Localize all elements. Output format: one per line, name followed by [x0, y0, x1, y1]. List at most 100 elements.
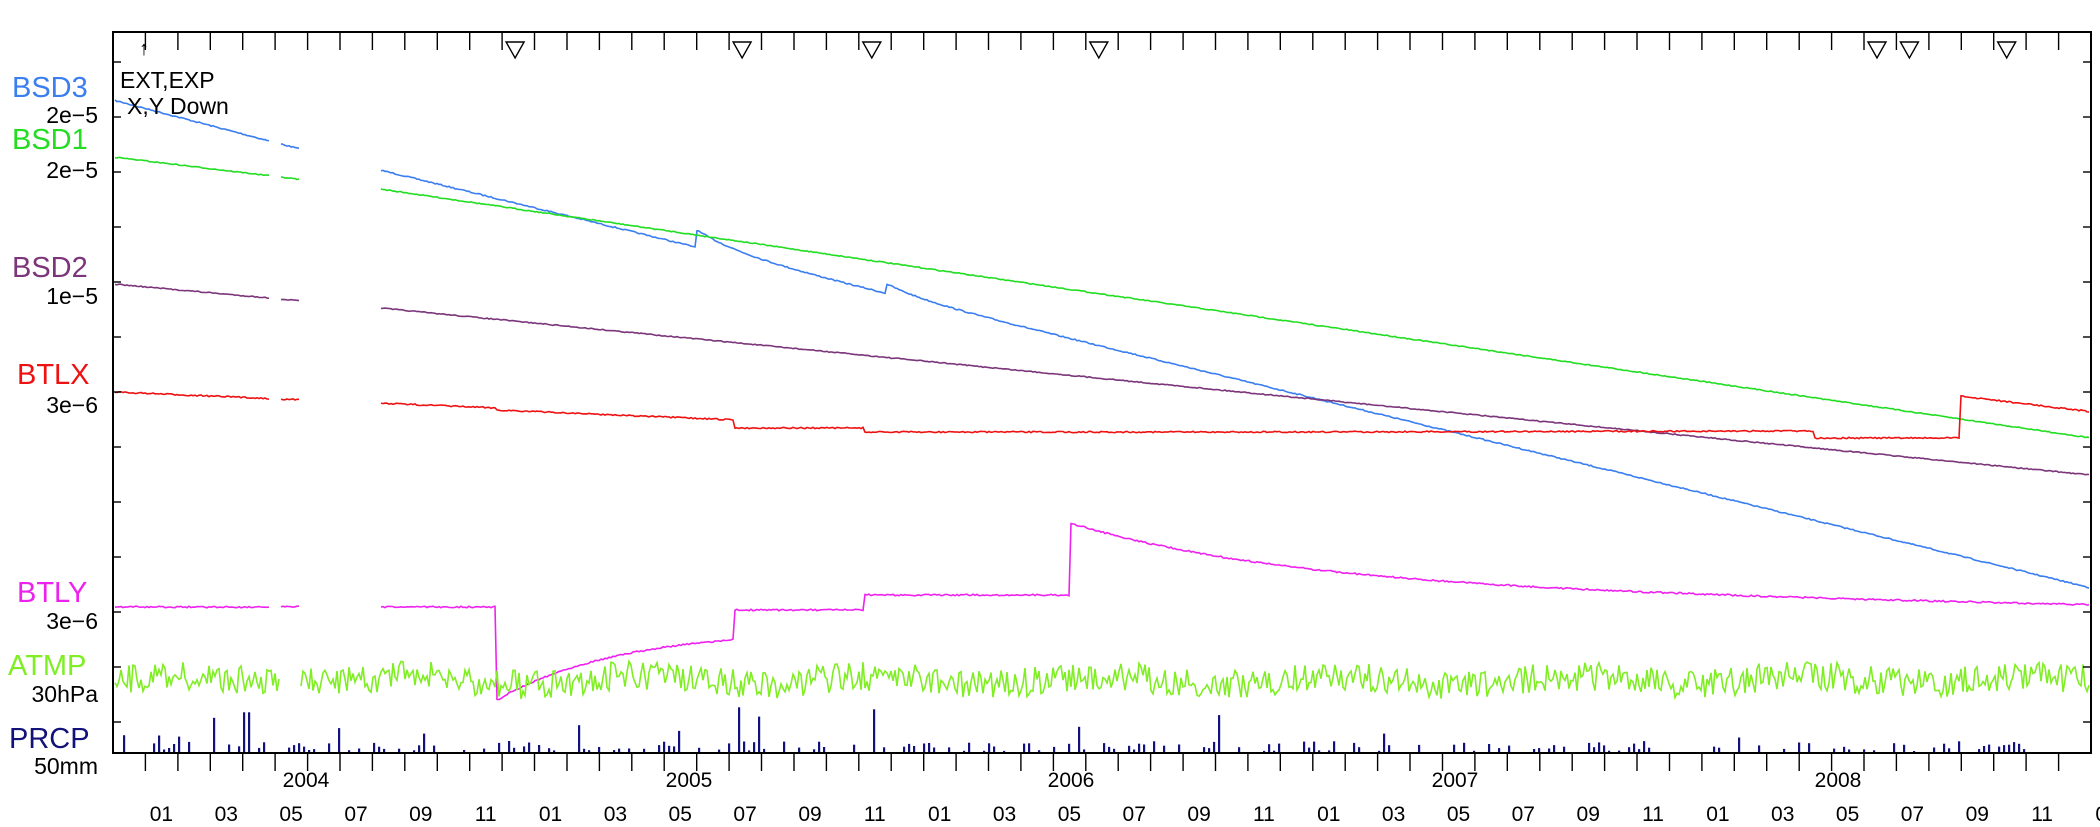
prcp-bar	[263, 742, 266, 753]
prcp-bar	[418, 745, 421, 753]
prcp-bar	[383, 748, 386, 753]
prcp-bar	[1848, 749, 1851, 753]
prcp-bar	[1948, 748, 1951, 753]
month-label: 05	[1836, 803, 1859, 826]
prcp-bar	[663, 741, 666, 753]
prcp-bar	[548, 748, 551, 753]
prcp-bar	[168, 748, 171, 753]
month-label: 07	[1123, 803, 1146, 826]
series-label-btlx: BTLX	[17, 359, 90, 391]
prcp-bar	[483, 748, 486, 753]
prcp-bar	[1278, 743, 1281, 753]
scale-label-btly: 3e−6	[46, 608, 98, 634]
month-label: 09	[798, 803, 821, 826]
prcp-bar	[963, 750, 966, 753]
prcp-bar	[1553, 745, 1556, 753]
series-line-atmp	[114, 659, 2090, 701]
prcp-bar	[673, 746, 676, 753]
prcp-bar	[2013, 742, 2016, 753]
prcp-bar	[463, 750, 466, 753]
prcp-bar	[1873, 750, 1876, 753]
prcp-bar	[513, 747, 516, 753]
prcp-bar	[1068, 743, 1071, 753]
scale-label-prcp: 50mm	[34, 753, 98, 779]
prcp-bar	[1103, 743, 1106, 753]
prcp-bar	[1933, 747, 1936, 753]
prcp-bar	[923, 743, 926, 753]
prcp-bar	[1133, 749, 1136, 753]
prcp-bar	[1608, 750, 1611, 753]
prcp-bar	[1388, 745, 1391, 753]
month-label: 11	[1642, 803, 1664, 826]
month-label: 01	[150, 803, 173, 826]
month-label: 11	[475, 803, 497, 826]
year-label-2004: 2004	[283, 769, 330, 792]
prcp-bar	[718, 749, 721, 753]
prcp-bar	[908, 743, 911, 753]
event-marker	[861, 41, 882, 60]
prcp-bar	[293, 745, 296, 753]
prcp-bar	[1218, 715, 1221, 753]
prcp-bar	[643, 748, 646, 753]
prcp-bar	[1418, 744, 1421, 753]
prcp-bar	[1038, 750, 1041, 753]
annotation-line1: EXT,EXP	[120, 67, 215, 93]
prcp-bar	[1588, 742, 1591, 753]
prcp-bar	[1083, 749, 1086, 753]
prcp-bar	[598, 747, 601, 753]
prcp-bar	[1308, 747, 1311, 753]
prcp-bar	[928, 743, 931, 753]
prcp-bar	[948, 747, 951, 753]
prcp-bar	[1538, 748, 1541, 753]
prcp-bar	[2018, 743, 2021, 753]
prcp-bar	[658, 745, 661, 753]
prcp-bar	[2003, 745, 2006, 753]
prcp-bar	[1213, 741, 1216, 753]
prcp-bars	[123, 707, 2026, 753]
month-label: 05	[669, 803, 692, 826]
month-label: 03	[993, 803, 1016, 826]
prcp-bar	[933, 747, 936, 753]
prcp-bar	[1203, 747, 1206, 753]
prcp-bar	[1303, 741, 1306, 753]
prcp-bar	[1863, 749, 1866, 753]
prcp-bar	[1268, 744, 1271, 753]
prcp-bar	[243, 712, 246, 753]
prcp-bar	[758, 716, 761, 753]
prcp-bar	[813, 749, 816, 753]
prcp-bar	[1318, 750, 1321, 753]
prcp-bar	[1378, 750, 1381, 753]
year-label-2007: 2007	[1432, 769, 1479, 792]
month-label: 01	[2095, 803, 2100, 826]
prcp-bar	[1113, 748, 1116, 753]
prcp-bar	[1958, 741, 1961, 753]
series-line-bsd2	[114, 283, 2090, 476]
prcp-bar	[313, 749, 316, 753]
prcp-bar	[173, 744, 176, 753]
prcp-bar	[678, 730, 681, 753]
month-label: 11	[2031, 803, 2053, 826]
prcp-bar	[378, 746, 381, 753]
prcp-bar	[1943, 743, 1946, 753]
prcp-bar	[588, 750, 591, 753]
series-line-bsd3	[114, 99, 2090, 589]
prcp-bar	[538, 745, 541, 753]
prcp-bar	[328, 743, 331, 753]
series-label-btly: BTLY	[17, 577, 87, 609]
prcp-bar	[1643, 741, 1646, 753]
month-labels: 01 03 05 07 09 11 01 03 05 07 09 11 01 03 05 07 09 11 01 03…	[150, 803, 2100, 826]
prcp-bar	[1598, 742, 1601, 753]
prcp-bar	[1998, 746, 2001, 753]
month-label: 09	[409, 803, 432, 826]
prcp-bar	[1533, 749, 1536, 753]
prcp-bar	[743, 741, 746, 753]
prcp-bar	[853, 744, 856, 753]
series-line-btlx	[114, 391, 2090, 440]
prcp-bar	[1983, 746, 1986, 753]
prcp-bar	[1453, 744, 1456, 753]
prcp-bar	[248, 712, 251, 753]
prcp-bar	[1108, 746, 1111, 753]
prcp-bar	[1618, 750, 1621, 753]
prcp-bar	[1738, 737, 1741, 753]
prcp-bar	[348, 750, 351, 753]
